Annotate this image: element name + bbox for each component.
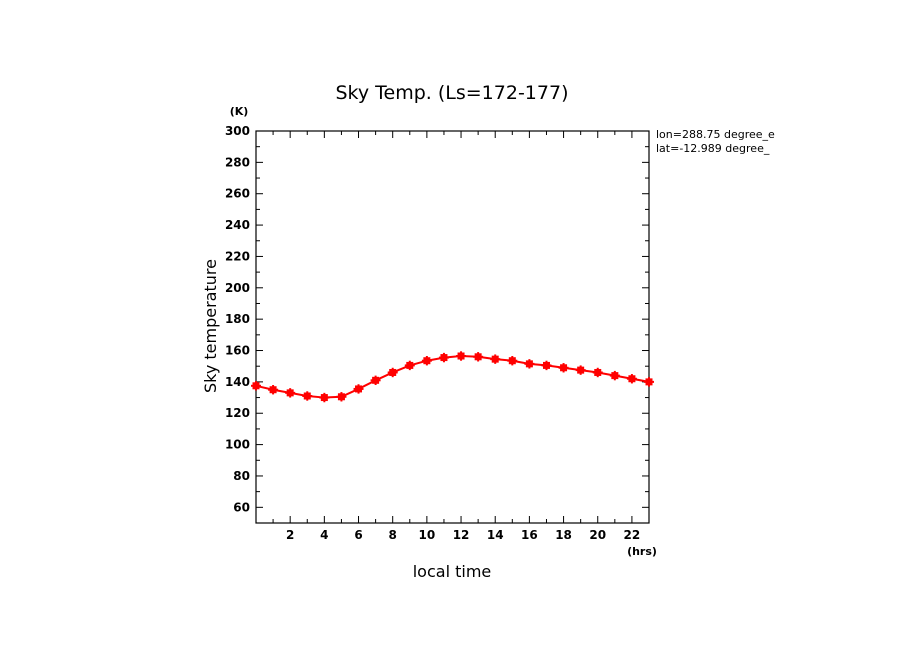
x-tick-label: 14 [487, 528, 504, 542]
x-tick-label: 22 [624, 528, 641, 542]
data-point [542, 361, 550, 369]
x-tick-label: 16 [521, 528, 538, 542]
y-tick-label: 260 [225, 187, 250, 201]
data-point [491, 355, 499, 363]
x-axis-label: local time [413, 562, 492, 581]
data-point [269, 386, 277, 394]
data-point [645, 378, 653, 386]
data-point [406, 361, 414, 369]
data-point [320, 394, 328, 402]
data-point [457, 352, 465, 360]
x-unit-label: (hrs) [627, 545, 657, 558]
data-point [440, 354, 448, 362]
series-line [255, 355, 650, 399]
data-point [372, 376, 380, 384]
y-tick-label: 280 [225, 155, 250, 169]
data-point [389, 368, 397, 376]
data-point [252, 382, 260, 390]
y-tick-label: 160 [225, 344, 250, 358]
series-layer [251, 351, 654, 403]
data-point [560, 364, 568, 372]
y-tick-label: 60 [233, 500, 250, 514]
x-tick-label: 2 [286, 528, 294, 542]
data-point [628, 375, 636, 383]
axes-layer: 60 80 100 120 140 160 180 200 220 240 260 280 300 2 4 6… [225, 124, 650, 542]
x-tick-label: 4 [320, 528, 328, 542]
data-point [355, 385, 363, 393]
x-tick-label: 6 [354, 528, 362, 542]
data-point [303, 392, 311, 400]
y-tick-label: 180 [225, 312, 250, 326]
x-tick-label: 10 [419, 528, 436, 542]
y-axis-label: Sky temperature [201, 259, 220, 393]
y-tick-label: 140 [225, 375, 250, 389]
x-tick-label: 20 [589, 528, 606, 542]
data-point [525, 360, 533, 368]
y-tick-label: 80 [233, 469, 250, 483]
y-tick-label: 240 [225, 218, 250, 232]
data-point [423, 357, 431, 365]
info-lon: lon=288.75 degree_e [656, 128, 775, 141]
data-point [577, 366, 585, 374]
data-point [286, 389, 294, 397]
data-point [508, 357, 516, 365]
y-tick-label: 300 [225, 124, 250, 138]
y-unit-label: (K) [230, 105, 249, 118]
data-point [594, 368, 602, 376]
data-point [337, 393, 345, 401]
y-tick-label: 220 [225, 249, 250, 263]
chart-title: Sky Temp. (Ls=172-177) [335, 82, 568, 104]
data-point [611, 372, 619, 380]
y-tick-label: 100 [225, 438, 250, 452]
x-tick-label: 8 [389, 528, 397, 542]
x-tick-label: 12 [453, 528, 470, 542]
data-point [474, 353, 482, 361]
x-tick-label: 18 [555, 528, 572, 542]
info-lat: lat=-12.989 degree_ [656, 142, 770, 155]
plot-frame [255, 130, 650, 524]
y-tick-label: 120 [225, 406, 250, 420]
y-tick-label: 200 [225, 281, 250, 295]
